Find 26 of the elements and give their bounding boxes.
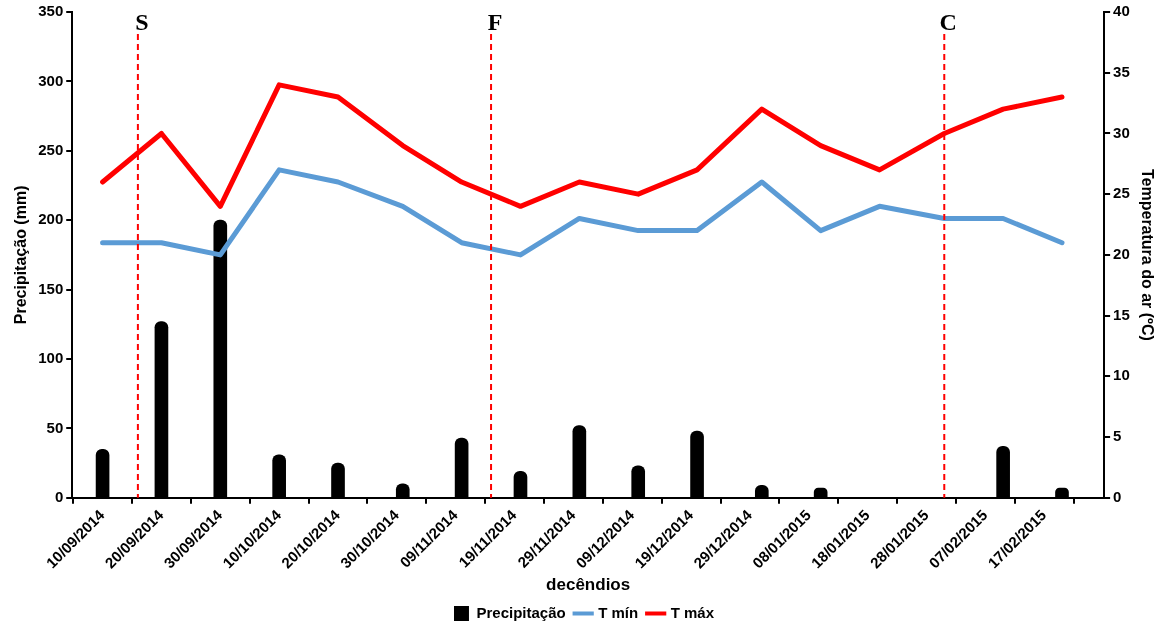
y2-tick-label: 20 xyxy=(1113,245,1130,263)
x-axis-title: decêndios xyxy=(546,575,631,595)
y2-tick-label: 40 xyxy=(1113,2,1130,20)
y-tick-label: 350 xyxy=(38,2,64,20)
y2-tick-label: 15 xyxy=(1113,305,1130,323)
y-axis-title: Precipitação (mm) xyxy=(12,185,30,325)
y-tick-label: 0 xyxy=(54,487,64,505)
y2-axis-title: Temperatura do ar (ºC) xyxy=(1138,169,1156,341)
y-tick-label: 250 xyxy=(38,140,64,158)
legend-label: T máx xyxy=(670,603,715,621)
y2-tick-label: 30 xyxy=(1113,123,1130,141)
y-tick-label: 150 xyxy=(38,279,64,297)
y2-tick-label: 25 xyxy=(1113,184,1130,202)
legend-label: Precipitação xyxy=(476,603,566,621)
y-tick-label: 100 xyxy=(38,349,64,367)
ref-line-label: S xyxy=(135,9,149,36)
ref-line-label: C xyxy=(939,9,957,36)
ref-line-label: F xyxy=(487,9,503,36)
legend-label: T mín xyxy=(598,603,639,621)
y2-tick-label: 10 xyxy=(1113,366,1130,384)
y2-tick-label: 35 xyxy=(1113,62,1130,80)
y2-tick-label: 5 xyxy=(1113,427,1122,445)
y2-tick-label: 0 xyxy=(1113,487,1122,505)
y-tick-label: 300 xyxy=(38,71,64,89)
y-tick-label: 50 xyxy=(46,418,64,436)
y-tick-label: 200 xyxy=(38,210,64,228)
